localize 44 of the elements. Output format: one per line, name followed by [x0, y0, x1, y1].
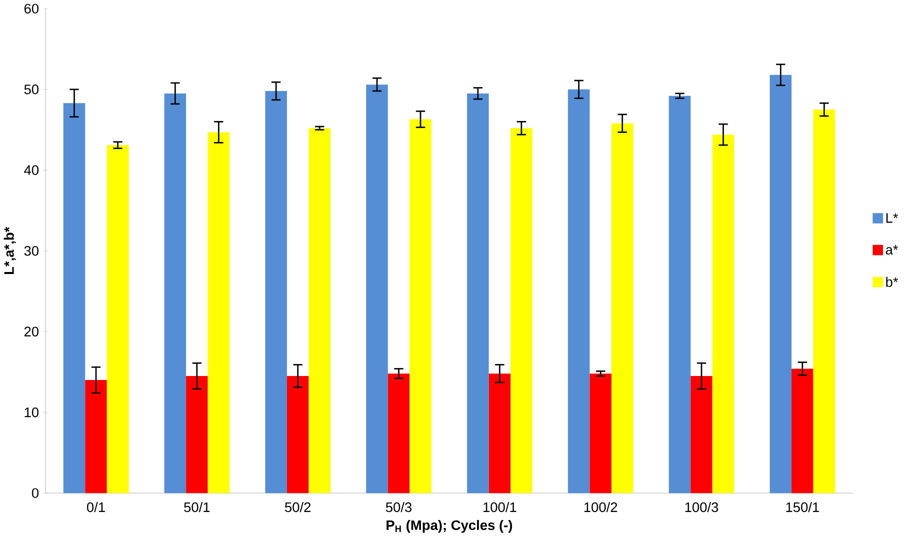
bar — [712, 134, 734, 494]
y-tick-label: 40 — [24, 165, 39, 176]
bar — [590, 374, 612, 494]
bar — [186, 376, 208, 494]
x-tick-label: 150/1 — [786, 502, 819, 512]
legend-label: L* — [886, 213, 898, 223]
bar — [410, 119, 432, 494]
bar — [668, 96, 691, 494]
bar — [770, 75, 792, 494]
bar — [792, 368, 814, 494]
x-tick-label: 100/3 — [685, 502, 718, 512]
bar — [366, 84, 388, 494]
bar — [388, 374, 410, 494]
x-tick-label: 50/1 — [184, 502, 210, 512]
bar — [611, 124, 634, 494]
y-tick-label: 30 — [24, 246, 39, 256]
bar — [467, 94, 489, 494]
bar — [164, 94, 186, 494]
bar — [568, 90, 590, 494]
y-axis-title: L*,a*,b* — [4, 227, 16, 274]
bar — [85, 380, 107, 494]
bar — [265, 91, 287, 494]
x-tick-label: 0/1 — [86, 502, 105, 512]
y-tick-label: 10 — [24, 408, 39, 418]
y-tick-label: 60 — [24, 4, 39, 14]
legend-label: b* — [886, 277, 898, 288]
legend-label: a* — [886, 245, 898, 255]
bar — [510, 128, 532, 494]
bar — [63, 103, 86, 494]
x-axis-title: P$_{H}$ (Mpa); Cycles (-) — [386, 520, 512, 533]
bar — [286, 376, 309, 494]
bar — [690, 376, 712, 494]
bar — [488, 374, 511, 494]
y-tick-label: 0 — [32, 488, 39, 498]
y-tick-label: 50 — [24, 84, 39, 94]
bar — [208, 132, 230, 494]
bar — [106, 145, 129, 494]
bar — [308, 128, 330, 494]
bar — [813, 110, 836, 494]
x-tick-label: 100/2 — [584, 502, 618, 512]
x-tick-label: 50/2 — [285, 502, 311, 512]
x-tick-label: 50/3 — [386, 502, 412, 512]
x-tick-label: 100/1 — [484, 502, 516, 512]
y-tick-label: 20 — [24, 326, 39, 337]
